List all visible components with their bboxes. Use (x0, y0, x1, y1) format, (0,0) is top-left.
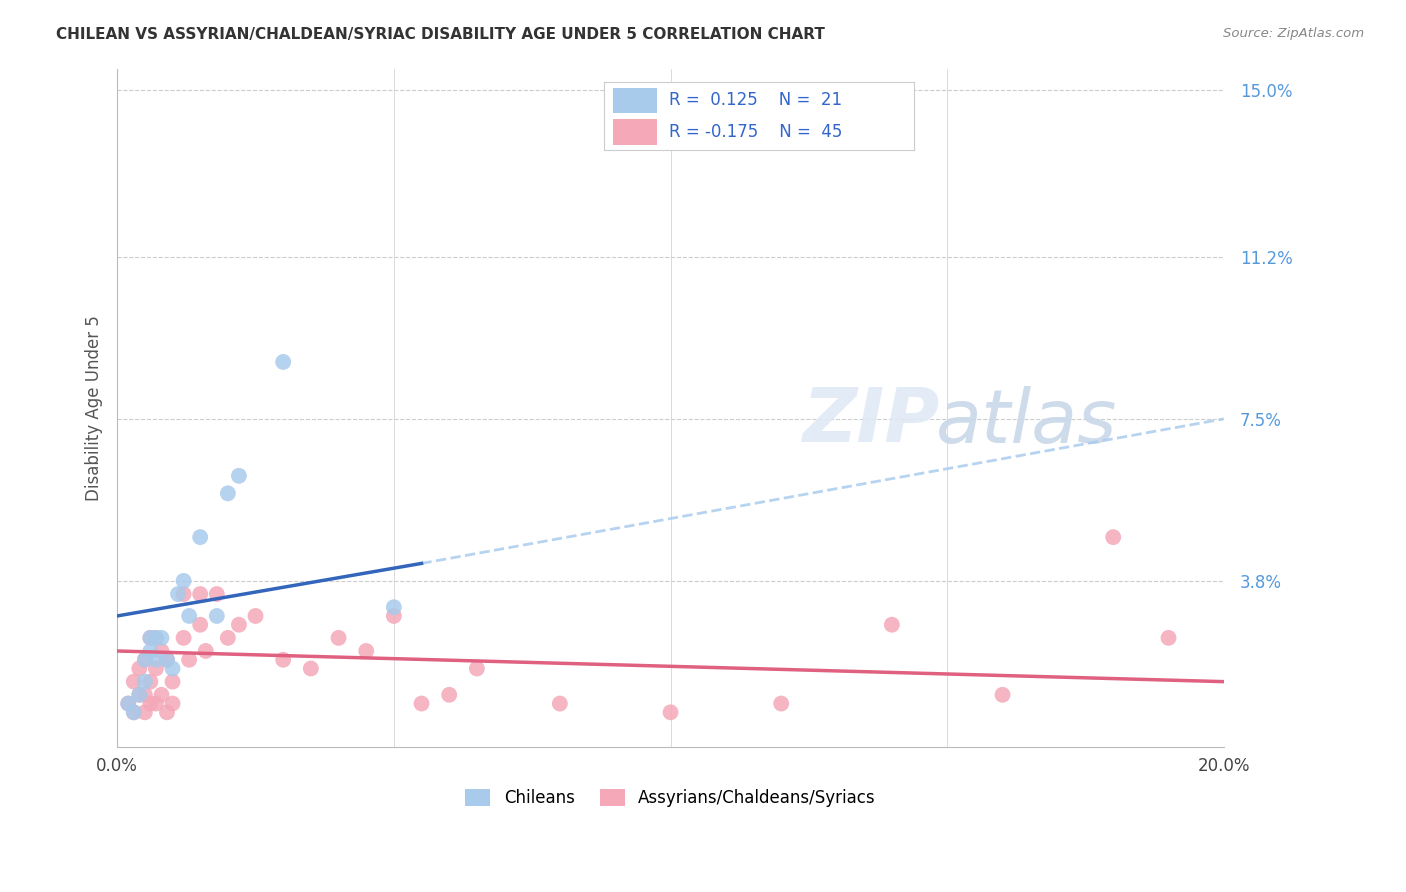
Point (271, 653, 294, 667)
Point (128, 661, 150, 675)
Point (145, 631, 167, 645)
Point (139, 697, 162, 711)
Point (162, 661, 184, 675)
Point (156, 653, 179, 667)
Point (382, 600, 405, 615)
Point (179, 609, 201, 624)
Point (245, 609, 267, 624)
Point (139, 674, 162, 689)
Point (139, 631, 162, 645)
Point (122, 674, 145, 689)
Text: atlas: atlas (936, 385, 1118, 458)
Point (179, 653, 201, 667)
Point (134, 653, 156, 667)
Point (228, 468, 250, 483)
Point (134, 688, 156, 702)
Point (150, 644, 173, 658)
Point (354, 644, 377, 658)
Point (205, 587, 228, 601)
Point (139, 631, 162, 645)
Point (162, 697, 184, 711)
Point (1102, 530, 1125, 544)
Point (122, 706, 145, 720)
Point (173, 631, 195, 645)
Point (217, 486, 239, 500)
Point (328, 631, 350, 645)
Point (659, 706, 682, 720)
Point (128, 688, 150, 702)
Point (770, 697, 793, 711)
Point (465, 661, 488, 675)
Point (162, 674, 184, 689)
Point (188, 617, 211, 632)
Point (1157, 631, 1180, 645)
Point (173, 587, 195, 601)
Point (145, 661, 167, 675)
Point (411, 697, 433, 711)
Point (134, 706, 156, 720)
Point (437, 688, 460, 702)
Point (150, 688, 173, 702)
Point (134, 674, 156, 689)
Text: Source: ZipAtlas.com: Source: ZipAtlas.com (1223, 27, 1364, 40)
Point (173, 574, 195, 588)
Point (117, 697, 139, 711)
Point (548, 697, 571, 711)
Point (382, 609, 405, 624)
Text: CHILEAN VS ASSYRIAN/CHALDEAN/SYRIAC DISABILITY AGE UNDER 5 CORRELATION CHART: CHILEAN VS ASSYRIAN/CHALDEAN/SYRIAC DISA… (56, 27, 825, 42)
Y-axis label: Disability Age Under 5: Disability Age Under 5 (86, 315, 103, 501)
Point (194, 644, 217, 658)
Point (217, 631, 239, 645)
Point (145, 653, 167, 667)
Point (156, 653, 179, 667)
Point (299, 661, 322, 675)
Point (122, 706, 145, 720)
Point (991, 688, 1014, 702)
Point (156, 706, 179, 720)
Point (134, 653, 156, 667)
Point (167, 587, 190, 601)
Point (145, 697, 167, 711)
Point (880, 617, 903, 632)
Point (271, 355, 294, 369)
Point (145, 631, 167, 645)
Point (139, 644, 162, 658)
Point (117, 697, 139, 711)
Point (128, 688, 150, 702)
Point (228, 617, 250, 632)
Legend: Chileans, Assyrians/Chaldeans/Syriacs: Chileans, Assyrians/Chaldeans/Syriacs (458, 782, 883, 814)
Point (188, 587, 211, 601)
Point (150, 631, 173, 645)
Text: ZIP: ZIP (803, 385, 941, 458)
Point (205, 609, 228, 624)
Point (188, 530, 211, 544)
